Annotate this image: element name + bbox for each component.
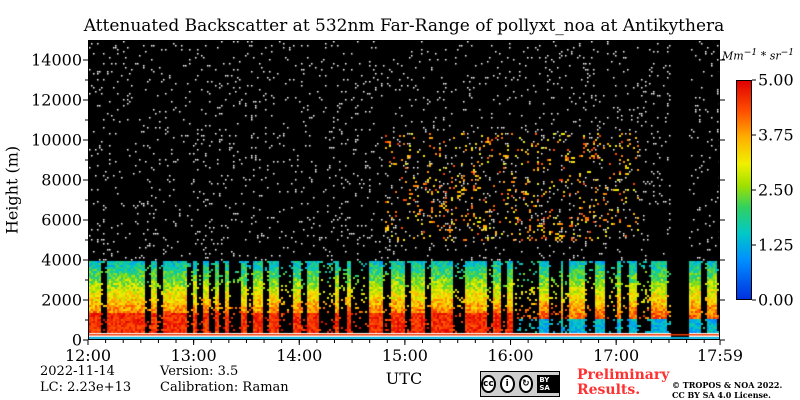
- y-tick-label: 12000: [31, 90, 82, 110]
- x-tick-label: 17:00: [593, 346, 640, 365]
- chart-title: Attenuated Backscatter at 532nm Far-Rang…: [83, 16, 725, 36]
- copyright-note: © TROPOS & NOA 2022. CC BY SA 4.0 Licens…: [672, 380, 782, 400]
- copyright-line2: CC BY SA 4.0 License.: [672, 390, 771, 400]
- lc-label: LC: 2.23e+13: [40, 380, 132, 395]
- backscatter-heatmap: [89, 41, 719, 339]
- colorbar-tick-label: 0.00: [758, 290, 794, 310]
- y-tick-label: 6000: [41, 210, 82, 230]
- colorbar-tick-label: 5.00: [758, 70, 794, 90]
- y-tick-label: 0: [71, 330, 82, 350]
- y-tick-label: 10000: [31, 130, 82, 150]
- y-tick-label: 8000: [41, 170, 82, 190]
- colorbar-tick-label: 1.25: [758, 235, 794, 255]
- x-tick-label: 14:00: [276, 346, 323, 365]
- y-tick-label: 14000: [31, 50, 82, 70]
- y-axis-label: Height (m): [2, 145, 22, 235]
- colorbar: [736, 80, 752, 300]
- x-tick-label: 17:59: [696, 346, 744, 365]
- preliminary-line2: Results.: [577, 382, 641, 398]
- x-axis-label: UTC: [385, 369, 423, 388]
- cc-license-logo: cc i ↻ BY SA: [480, 371, 560, 397]
- colorbar-tick-label: 2.50: [758, 180, 794, 200]
- y-tick-label: 4000: [41, 250, 82, 270]
- x-tick-label: 16:00: [487, 346, 534, 365]
- cc-logo-label: BY SA: [537, 375, 559, 393]
- by-icon: i: [499, 375, 515, 393]
- plot-area: [88, 40, 720, 340]
- colorbar-tick-label: 3.75: [758, 125, 794, 145]
- y-tick-label: 2000: [41, 290, 82, 310]
- sa-icon: ↻: [518, 375, 534, 393]
- date-label: 2022-11-14: [40, 364, 115, 379]
- x-tick-label: 15:00: [381, 346, 428, 365]
- copyright-line1: © TROPOS & NOA 2022.: [672, 380, 783, 390]
- colorbar-unit: Mm−1 * sr−1: [722, 47, 795, 63]
- x-tick-label: 12:00: [64, 346, 112, 365]
- preliminary-note: Preliminary Results.: [577, 368, 669, 398]
- calibration-label: Calibration: Raman: [160, 380, 289, 395]
- x-tick-label: 13:00: [170, 346, 217, 365]
- preliminary-line1: Preliminary: [577, 367, 670, 383]
- cc-icon: cc: [481, 375, 496, 393]
- version-label: Version: 3.5: [160, 364, 239, 379]
